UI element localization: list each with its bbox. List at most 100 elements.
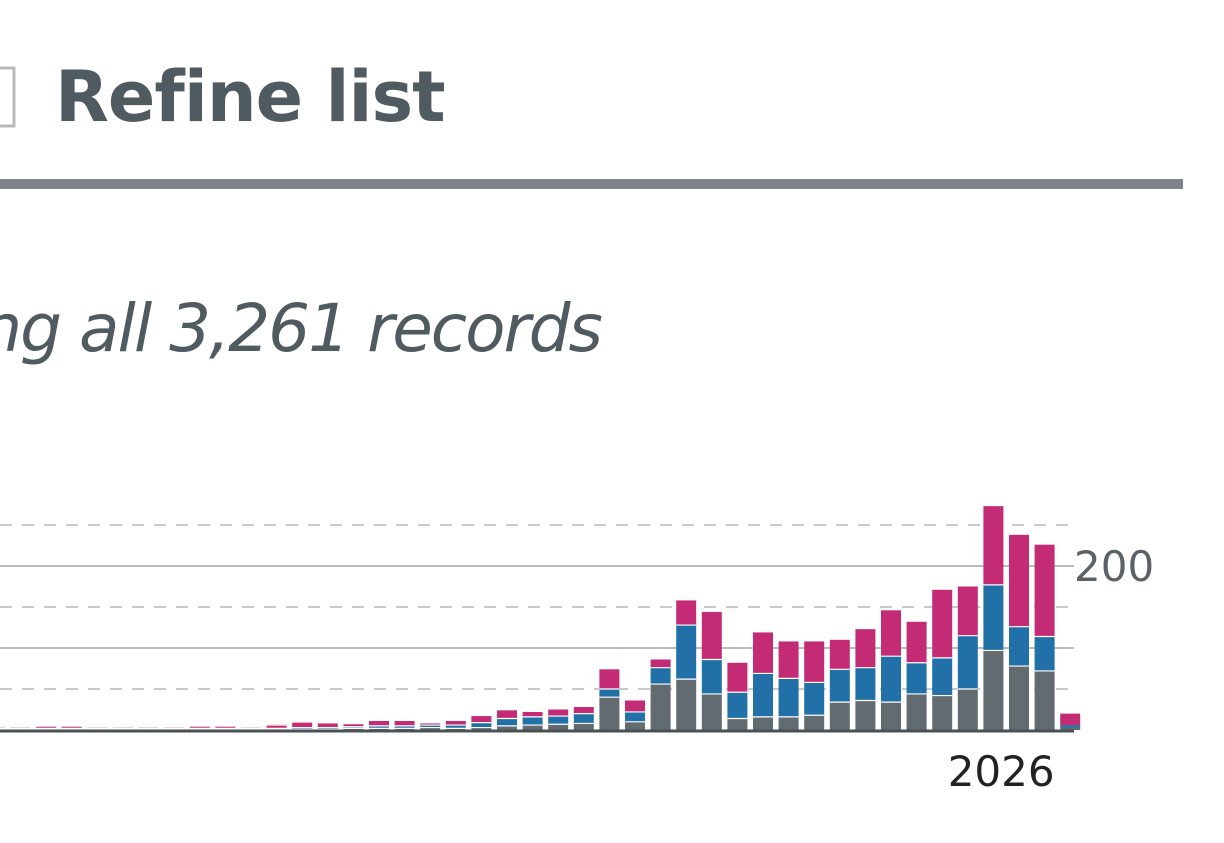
bar-segment-2007-series-3 bbox=[548, 709, 569, 717]
bar-segment-1998-series-2 bbox=[317, 727, 338, 730]
bar-segment-2001-series-3 bbox=[394, 720, 415, 726]
bar-segment-2007-series-1 bbox=[548, 724, 569, 730]
bar-segment-2005-series-2 bbox=[497, 718, 517, 726]
page-title: Refine list bbox=[55, 56, 446, 138]
bar-segment-2024-series-1 bbox=[983, 650, 1004, 730]
bar-segment-1997-series-3 bbox=[292, 722, 313, 728]
bar-segment-2011-series-1 bbox=[650, 684, 671, 730]
bar-segment-2012-series-1 bbox=[676, 679, 697, 730]
bar-segment-2023-series-1 bbox=[957, 689, 978, 730]
bar-segment-2014-series-1 bbox=[727, 718, 748, 730]
bar-segment-2019-series-3 bbox=[855, 629, 876, 668]
bar-segment-2009-series-3 bbox=[599, 669, 620, 689]
bar-segment-2004-series-3 bbox=[471, 716, 492, 723]
bar-segment-2003-series-3 bbox=[445, 720, 466, 726]
bar-segment-1999-series-3 bbox=[343, 724, 364, 727]
bar-segment-2017-series-1 bbox=[804, 715, 825, 730]
y-tick-label: 200 bbox=[1074, 542, 1154, 591]
partial-bar-segment-2 bbox=[1060, 725, 1081, 728]
bar-segment-2016-series-3 bbox=[778, 641, 799, 679]
bar-segment-2004-series-2 bbox=[471, 722, 492, 728]
bar-segment-2016-series-2 bbox=[778, 678, 799, 717]
bar-segment-2020-series-1 bbox=[881, 702, 901, 730]
bar-segment-2020-series-3 bbox=[881, 610, 901, 657]
bar-segment-2015-series-2 bbox=[753, 673, 773, 717]
bar-segment-2024-series-3 bbox=[983, 506, 1004, 585]
bar-segment-2003-series-1 bbox=[445, 728, 466, 730]
bar-segment-2022-series-2 bbox=[932, 657, 953, 696]
bar-segment-2006-series-1 bbox=[522, 725, 543, 730]
bar-segment-1999-series-2 bbox=[343, 726, 364, 729]
bar-segment-2018-series-2 bbox=[829, 669, 850, 703]
bar-segment-2022-series-1 bbox=[932, 695, 953, 730]
records-summary: ing all 3,261 records bbox=[0, 290, 603, 367]
bar-segment-2008-series-3 bbox=[573, 707, 594, 714]
partial-bar-segment-3 bbox=[1060, 713, 1081, 726]
bar-segment-2016-series-1 bbox=[778, 716, 799, 730]
bar-segment-2001-series-2 bbox=[394, 725, 415, 729]
partial-bar-segment-1 bbox=[1060, 727, 1081, 730]
bar-segment-2003-series-2 bbox=[445, 725, 466, 729]
bar-segment-2013-series-2 bbox=[701, 659, 722, 694]
bar-segment-2000-series-3 bbox=[369, 720, 389, 726]
bar-segment-2002-series-2 bbox=[420, 725, 441, 728]
bar-segment-2002-series-3 bbox=[420, 723, 441, 726]
bar-segment-2023-series-3 bbox=[957, 586, 978, 636]
bar-segment-2002-series-1 bbox=[420, 727, 441, 730]
collapse-bracket-icon[interactable] bbox=[0, 66, 18, 128]
bar-segment-2021-series-3 bbox=[906, 621, 927, 663]
bar-segment-2026-series-1 bbox=[1034, 670, 1055, 730]
bar-segment-2001-series-1 bbox=[394, 728, 415, 730]
bar-segment-2005-series-1 bbox=[497, 725, 517, 730]
bar-segment-2000-series-2 bbox=[369, 725, 389, 729]
bar-segment-2004-series-1 bbox=[471, 727, 492, 730]
bar-segment-1987-series-3 bbox=[36, 726, 57, 729]
bar-segment-2014-series-3 bbox=[727, 662, 748, 693]
bar-segment-2018-series-1 bbox=[829, 702, 850, 730]
bar-segment-2006-series-3 bbox=[522, 711, 543, 717]
bar-segment-2009-series-1 bbox=[599, 697, 620, 730]
bar-segment-2022-series-3 bbox=[932, 589, 953, 658]
bar-segment-2024-series-2 bbox=[983, 584, 1004, 651]
bar-segment-1999-series-1 bbox=[343, 728, 364, 730]
bar-segment-2012-series-2 bbox=[676, 625, 697, 680]
bar-segment-1988-series-3 bbox=[61, 726, 82, 729]
header-divider bbox=[0, 179, 1183, 189]
bar-segment-2014-series-2 bbox=[727, 692, 748, 719]
bar-segment-2009-series-2 bbox=[599, 689, 620, 698]
bar-segment-2000-series-1 bbox=[369, 728, 389, 730]
bar-segment-2010-series-1 bbox=[625, 721, 645, 730]
bar-segment-2021-series-2 bbox=[906, 662, 927, 694]
bar-segment-2025-series-3 bbox=[1009, 534, 1029, 627]
bar-segment-1996-series-3 bbox=[266, 725, 287, 729]
bar-segment-2008-series-1 bbox=[573, 723, 594, 730]
bar-segment-2025-series-1 bbox=[1009, 666, 1029, 730]
bar-segment-2011-series-2 bbox=[650, 667, 671, 685]
bar-segment-2015-series-3 bbox=[753, 632, 773, 674]
bar-segment-2010-series-2 bbox=[625, 711, 645, 722]
bar-segment-2021-series-1 bbox=[906, 693, 927, 730]
bar-segment-2005-series-3 bbox=[497, 710, 517, 719]
bar-segment-2019-series-2 bbox=[855, 667, 876, 701]
bar-segment-2010-series-3 bbox=[625, 700, 645, 712]
bar-segment-2013-series-3 bbox=[701, 611, 722, 660]
bar-segment-2011-series-3 bbox=[650, 659, 671, 668]
bar-segment-2020-series-2 bbox=[881, 656, 901, 703]
bar-segment-2026-series-3 bbox=[1034, 544, 1055, 637]
bar-segment-1997-series-2 bbox=[292, 727, 313, 730]
bar-segment-2006-series-2 bbox=[522, 716, 543, 726]
bar-segment-2015-series-1 bbox=[753, 716, 773, 730]
bar-segment-2017-series-3 bbox=[804, 641, 825, 683]
bar-segment-2025-series-2 bbox=[1009, 626, 1029, 667]
bar-segment-2017-series-2 bbox=[804, 682, 825, 716]
bar-segment-2008-series-2 bbox=[573, 713, 594, 724]
bar-segment-1993-series-3 bbox=[189, 726, 210, 729]
x-tick-label: 2026 bbox=[948, 747, 1055, 796]
bar-segment-2007-series-2 bbox=[548, 716, 569, 725]
bar-segment-1998-series-3 bbox=[317, 723, 338, 728]
bar-segment-2013-series-1 bbox=[701, 693, 722, 730]
bar-segment-2019-series-1 bbox=[855, 700, 876, 730]
bar-segment-2012-series-3 bbox=[676, 600, 697, 626]
bar-segment-2018-series-3 bbox=[829, 639, 850, 670]
